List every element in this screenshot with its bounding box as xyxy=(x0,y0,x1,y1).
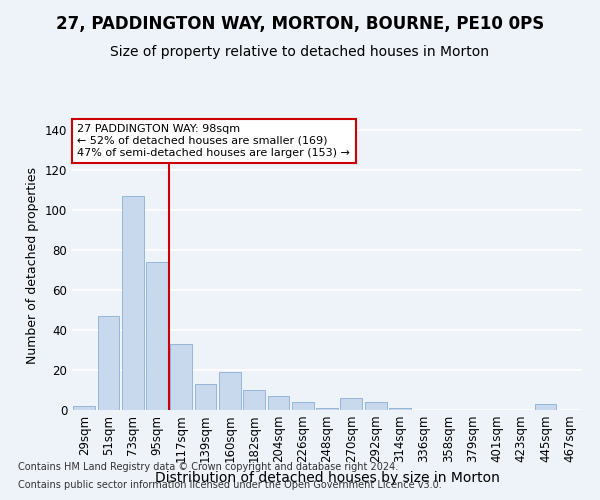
Bar xyxy=(219,372,241,410)
Bar xyxy=(340,398,362,410)
Bar xyxy=(194,384,217,410)
Bar xyxy=(268,396,289,410)
Bar xyxy=(292,402,314,410)
Bar xyxy=(170,344,192,410)
Text: Contains HM Land Registry data © Crown copyright and database right 2024.: Contains HM Land Registry data © Crown c… xyxy=(18,462,398,472)
Text: Size of property relative to detached houses in Morton: Size of property relative to detached ho… xyxy=(110,45,490,59)
Y-axis label: Number of detached properties: Number of detached properties xyxy=(26,166,39,364)
Bar xyxy=(389,408,411,410)
Text: Contains public sector information licensed under the Open Government Licence v3: Contains public sector information licen… xyxy=(18,480,442,490)
Text: 27 PADDINGTON WAY: 98sqm
← 52% of detached houses are smaller (169)
47% of semi-: 27 PADDINGTON WAY: 98sqm ← 52% of detach… xyxy=(77,124,350,158)
X-axis label: Distribution of detached houses by size in Morton: Distribution of detached houses by size … xyxy=(155,471,499,485)
Text: 27, PADDINGTON WAY, MORTON, BOURNE, PE10 0PS: 27, PADDINGTON WAY, MORTON, BOURNE, PE10… xyxy=(56,15,544,33)
Bar xyxy=(122,196,143,410)
Bar xyxy=(146,262,168,410)
Bar xyxy=(97,316,119,410)
Bar xyxy=(316,408,338,410)
Bar xyxy=(73,406,95,410)
Bar xyxy=(535,404,556,410)
Bar xyxy=(365,402,386,410)
Bar xyxy=(243,390,265,410)
